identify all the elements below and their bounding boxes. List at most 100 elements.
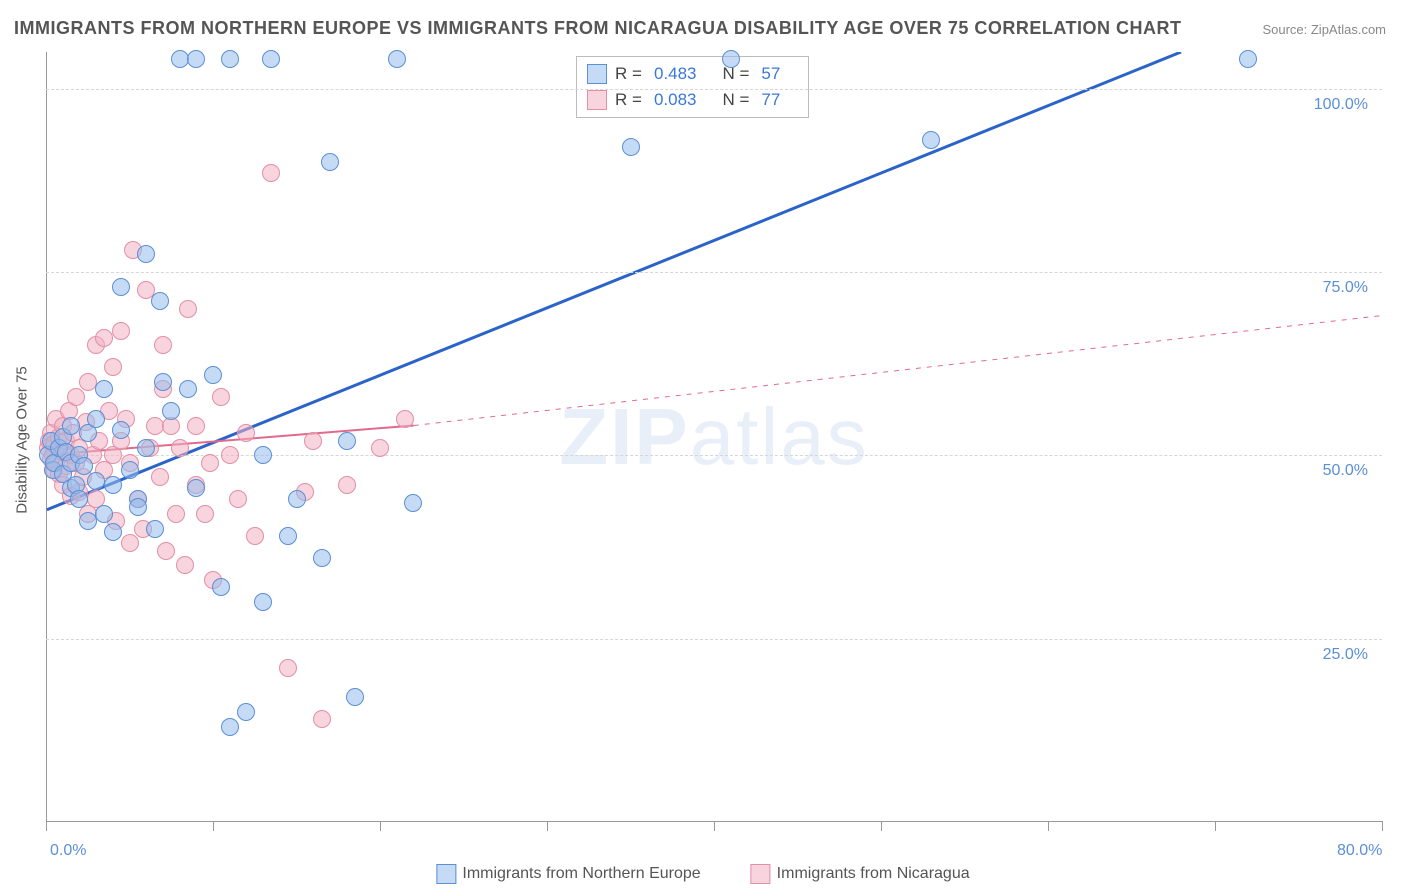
scatter-point (121, 461, 139, 479)
scatter-point (87, 472, 105, 490)
bottom-legend-label-blue: Immigrants from Northern Europe (462, 865, 700, 883)
scatter-point (179, 300, 197, 318)
scatter-point (201, 454, 219, 472)
watermark-atlas: atlas (690, 392, 869, 481)
plot-area: ZIPatlas R = 0.483 N = 57 R = 0.083 N = … (46, 52, 1382, 822)
scatter-point (396, 410, 414, 428)
scatter-point (137, 439, 155, 457)
scatter-point (151, 292, 169, 310)
bottom-legend-label-pink: Immigrants from Nicaragua (777, 865, 970, 883)
ytick-label: 100.0% (1314, 96, 1368, 114)
scatter-point (95, 380, 113, 398)
scatter-point (313, 710, 331, 728)
scatter-point (622, 138, 640, 156)
chart-container: IMMIGRANTS FROM NORTHERN EUROPE VS IMMIG… (0, 0, 1406, 892)
bottom-swatch-blue (436, 864, 456, 884)
xtick-mark (213, 821, 214, 831)
xtick-mark (1382, 821, 1383, 831)
legend-n-value-blue: 57 (761, 61, 780, 87)
scatter-point (104, 523, 122, 541)
gridline (46, 272, 1382, 273)
scatter-point (262, 164, 280, 182)
scatter-point (167, 505, 185, 523)
scatter-point (221, 718, 239, 736)
legend-row-pink: R = 0.083 N = 77 (587, 87, 798, 113)
legend-r-value-blue: 0.483 (654, 61, 697, 87)
scatter-point (237, 424, 255, 442)
scatter-point (254, 593, 272, 611)
xtick-mark (547, 821, 548, 831)
scatter-point (722, 50, 740, 68)
bottom-swatch-pink (751, 864, 771, 884)
scatter-point (338, 476, 356, 494)
ytick-label: 75.0% (1323, 279, 1368, 297)
scatter-point (104, 476, 122, 494)
xtick-mark (1048, 821, 1049, 831)
scatter-point (162, 402, 180, 420)
bottom-legend-item-blue: Immigrants from Northern Europe (436, 864, 700, 884)
scatter-point (112, 278, 130, 296)
scatter-point (151, 468, 169, 486)
scatter-point (187, 50, 205, 68)
scatter-point (187, 417, 205, 435)
scatter-point (179, 380, 197, 398)
scatter-point (154, 336, 172, 354)
legend-r-prefix: R = (615, 61, 642, 87)
source-label: Source: ZipAtlas.com (1262, 22, 1386, 37)
xtick-mark (380, 821, 381, 831)
correlation-legend-box: R = 0.483 N = 57 R = 0.083 N = 77 (576, 56, 809, 118)
scatter-point (254, 446, 272, 464)
y-axis-label: Disability Age Over 75 (14, 366, 31, 514)
scatter-point (221, 50, 239, 68)
scatter-point (157, 542, 175, 560)
xtick-label: 80.0% (1337, 842, 1382, 860)
scatter-point (304, 432, 322, 450)
watermark: ZIPatlas (559, 391, 868, 483)
legend-r-value-pink: 0.083 (654, 87, 697, 113)
bottom-legend: Immigrants from Northern Europe Immigran… (436, 864, 969, 884)
scatter-point (221, 446, 239, 464)
scatter-point (87, 410, 105, 428)
scatter-point (404, 494, 422, 512)
scatter-point (112, 421, 130, 439)
scatter-point (371, 439, 389, 457)
scatter-point (154, 373, 172, 391)
xtick-mark (714, 821, 715, 831)
scatter-point (187, 479, 205, 497)
xtick-label: 0.0% (50, 842, 86, 860)
xtick-mark (46, 821, 47, 831)
watermark-zip: ZIP (559, 392, 689, 481)
scatter-point (121, 534, 139, 552)
scatter-point (279, 659, 297, 677)
scatter-point (146, 520, 164, 538)
scatter-point (338, 432, 356, 450)
scatter-point (229, 490, 247, 508)
legend-row-blue: R = 0.483 N = 57 (587, 61, 798, 87)
legend-swatch-pink (587, 90, 607, 110)
ytick-label: 50.0% (1323, 462, 1368, 480)
scatter-point (129, 498, 147, 516)
scatter-point (922, 131, 940, 149)
legend-n-value-pink: 77 (761, 87, 780, 113)
legend-n-prefix-2: N = (722, 87, 749, 113)
ytick-label: 25.0% (1323, 646, 1368, 664)
scatter-point (196, 505, 214, 523)
scatter-point (313, 549, 331, 567)
scatter-point (262, 50, 280, 68)
scatter-point (171, 50, 189, 68)
scatter-point (246, 527, 264, 545)
xtick-mark (881, 821, 882, 831)
scatter-point (79, 373, 97, 391)
scatter-point (279, 527, 297, 545)
gridline (46, 89, 1382, 90)
scatter-point (95, 329, 113, 347)
scatter-point (388, 50, 406, 68)
scatter-point (288, 490, 306, 508)
scatter-point (237, 703, 255, 721)
scatter-point (176, 556, 194, 574)
gridline (46, 639, 1382, 640)
gridline (46, 455, 1382, 456)
scatter-point (137, 245, 155, 263)
bottom-legend-item-pink: Immigrants from Nicaragua (751, 864, 970, 884)
scatter-point (321, 153, 339, 171)
